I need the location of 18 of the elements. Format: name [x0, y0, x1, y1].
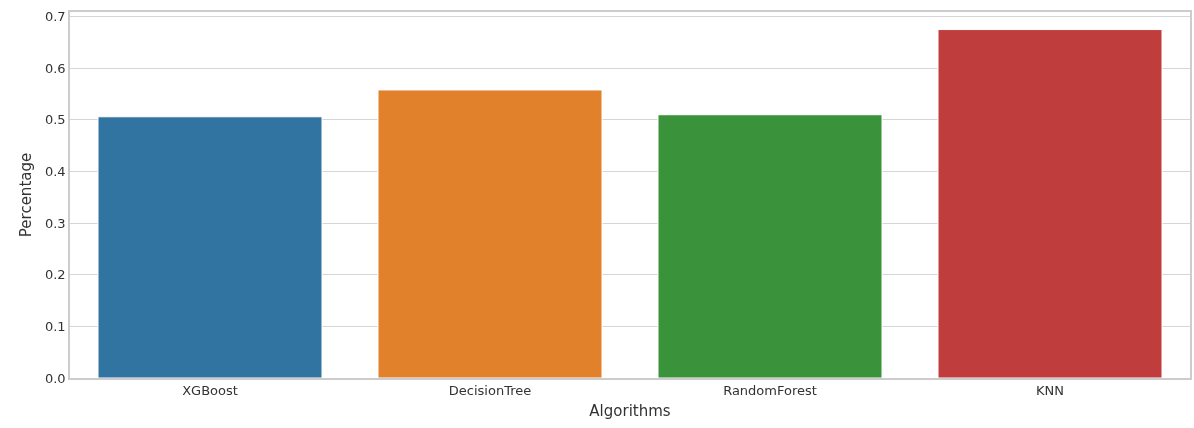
y-tick-label: 0.4: [44, 164, 66, 180]
x-tick-label: DecisionTree: [448, 383, 532, 399]
y-tick-label: 0.1: [44, 318, 66, 334]
x-tick-label: RandomForest: [723, 383, 817, 399]
y-tick-label: 0.5: [44, 112, 66, 128]
bar: [937, 29, 1163, 378]
bar: [657, 114, 883, 378]
x-tick-label: KNN: [1036, 383, 1064, 399]
bar: [97, 116, 323, 378]
bar: [377, 89, 603, 378]
y-axis-title: Percentage: [16, 152, 35, 238]
y-tick-label: 0.2: [44, 267, 66, 283]
x-axis-title: Algorithms: [589, 401, 671, 420]
x-tick-label: XGBoost: [182, 383, 238, 399]
y-tick-label: 0.6: [44, 60, 66, 76]
y-tick-label: 0.7: [44, 9, 66, 25]
y-tick-label: 0.3: [44, 215, 66, 231]
y-tick-label: 0.0: [44, 370, 66, 386]
